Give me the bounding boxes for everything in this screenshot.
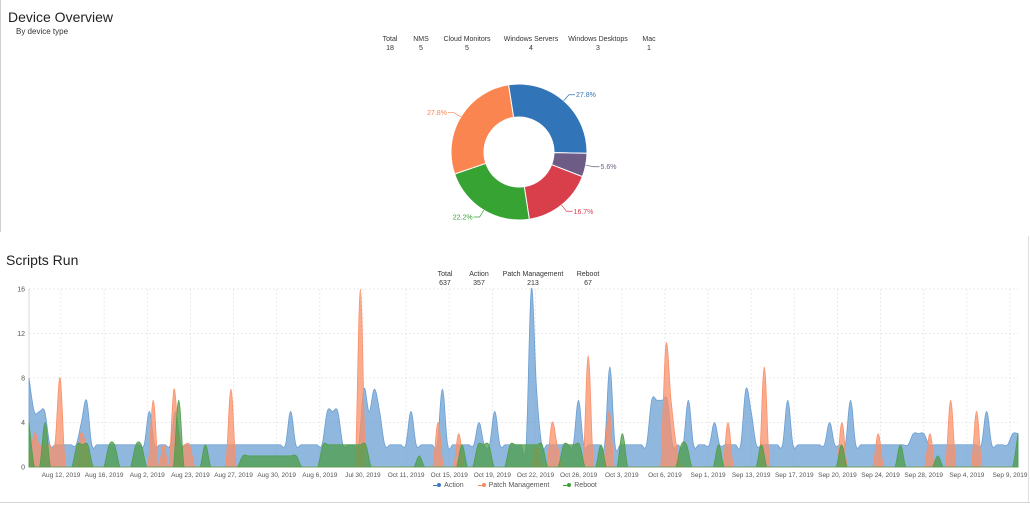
- stat-value: 67: [584, 280, 592, 287]
- stat-label: Mac: [642, 36, 656, 43]
- x-tick-label: Sep 9, 2019: [992, 472, 1027, 479]
- stat-value: 18: [386, 45, 394, 52]
- scripts-stat-total: Total 637: [438, 270, 453, 288]
- x-tick-label: Oct 19, 2019: [474, 472, 512, 479]
- legend-label-action: Action: [444, 482, 464, 489]
- x-tick-label: Oct 26, 2019: [560, 472, 598, 479]
- x-tick-label: Sep 17, 2019: [775, 472, 814, 479]
- donut-slice-label: 16.7%: [574, 209, 594, 216]
- x-tick-label: Sep 13, 2019: [732, 472, 771, 479]
- x-tick-label: Sep 24, 2019: [861, 472, 900, 479]
- x-tick-label: Sep 4, 2019: [949, 472, 984, 479]
- legend-marker-reboot: [567, 483, 572, 488]
- x-tick-label: Aug 16, 2019: [85, 472, 124, 479]
- stat-value: 213: [527, 280, 539, 287]
- x-tick-label: Sep 28, 2019: [904, 472, 943, 479]
- legend-line-reboot: [563, 484, 568, 486]
- right-border: [1028, 236, 1029, 502]
- legend-label-patch-management: Patch Management: [488, 482, 550, 489]
- y-tick-label: 4: [21, 420, 25, 427]
- stat-label: Reboot: [576, 271, 600, 278]
- stat-value: 637: [439, 280, 451, 287]
- x-tick-label: Oct 22, 2019: [517, 472, 555, 479]
- scripts-stat-action: Action 357: [469, 270, 488, 288]
- y-tick-label: 16: [17, 287, 25, 294]
- legend-item-action[interactable]: Action: [433, 482, 464, 489]
- device-stat-nms: NMS 5: [413, 35, 429, 53]
- device-stat-total: Total 18: [383, 35, 398, 53]
- device-stat-windows-servers: Windows Servers 4: [504, 35, 558, 53]
- x-tick-label: Aug 30, 2019: [257, 472, 296, 479]
- y-tick-label: 0: [21, 465, 25, 472]
- x-tick-label: Oct 6, 2019: [648, 472, 682, 479]
- scripts-run-legend: Action Patch Management Reboot: [0, 482, 1030, 489]
- stat-label: Total: [437, 271, 453, 278]
- stat-label: Windows Desktops: [568, 36, 628, 43]
- x-tick-label: Aug 23, 2019: [171, 472, 210, 479]
- scripts-run-area-chart: 0 4 8 12 16 Aug 12, 2019 Aug 16, 2019 Aug 2, 20…: [17, 287, 1028, 480]
- area-series-reboot[interactable]: [28, 399, 1019, 468]
- donut-label-leader: [585, 164, 600, 168]
- x-tick-label: Oct 11, 2019: [388, 472, 425, 479]
- stat-label: Windows Servers: [503, 36, 559, 43]
- legend-marker-patch-management: [481, 483, 486, 488]
- legend-item-patch-management[interactable]: Patch Management: [477, 482, 550, 489]
- stat-label: Action: [469, 271, 489, 278]
- donut-slice-label: 5.6%: [601, 164, 617, 171]
- x-tick-label: Sep 1, 2019: [691, 472, 726, 479]
- x-tick-label: Aug 2, 2019: [130, 472, 165, 479]
- device-overview-title: Device Overview: [8, 9, 114, 25]
- x-tick-label: Sep 20, 2019: [818, 472, 857, 479]
- donut-slice-label: 27.8%: [427, 110, 447, 117]
- stat-value: 3: [596, 45, 600, 52]
- bottom-border: [0, 502, 1030, 503]
- device-stat-mac: Mac 1: [642, 35, 655, 53]
- legend-item-reboot[interactable]: Reboot: [563, 482, 597, 489]
- scripts-run-title: Scripts Run: [6, 252, 79, 268]
- y-tick-label: 12: [17, 331, 25, 338]
- donut-label-leader: [473, 209, 485, 218]
- y-tick-label: 8: [21, 376, 25, 383]
- legend-line-patch-management: [477, 484, 482, 486]
- stat-label: Patch Management: [502, 271, 564, 278]
- donut-label-leader: [561, 204, 573, 212]
- legend-label-reboot: Reboot: [574, 482, 597, 489]
- scripts-stat-patch-management: Patch Management 213: [503, 270, 564, 288]
- x-tick-label: Oct 15, 2019: [431, 472, 469, 479]
- x-tick-label: Jul 30, 2019: [345, 472, 381, 479]
- donut-slice[interactable]: [450, 84, 515, 175]
- x-tick-label: Aug 27, 2019: [214, 472, 253, 479]
- donut-slice-label: 22.2%: [453, 214, 473, 221]
- device-type-donut-chart: 27.8% 5.6% 16.7% 22.2% 27.8%: [427, 83, 617, 221]
- legend-line-action: [433, 484, 438, 486]
- stat-label: Total: [382, 36, 398, 43]
- x-tick-label: Aug 12, 2019: [42, 472, 81, 479]
- stat-label: Cloud Monitors: [443, 36, 491, 43]
- stat-value: 357: [473, 280, 485, 287]
- donut-label-leader: [563, 94, 575, 101]
- device-stat-cloud-monitors: Cloud Monitors 5: [443, 35, 490, 53]
- stat-label: NMS: [413, 36, 429, 43]
- stat-value: 1: [647, 45, 651, 52]
- stat-value: 5: [419, 45, 423, 52]
- stat-value: 5: [465, 45, 469, 52]
- device-overview-subtitle: By device type: [16, 27, 69, 36]
- x-tick-label: Oct 3, 2019: [605, 472, 639, 479]
- left-border: [0, 0, 1, 232]
- scripts-stat-reboot: Reboot 67: [577, 270, 600, 288]
- x-tick-label: Aug 6, 2019: [302, 472, 337, 479]
- device-stat-windows-desktops: Windows Desktops 3: [568, 35, 628, 53]
- donut-slice[interactable]: [507, 83, 588, 154]
- legend-marker-action: [437, 483, 442, 488]
- area-series-action[interactable]: [28, 288, 1019, 468]
- stat-value: 4: [529, 45, 533, 52]
- donut-label-leader: [447, 112, 461, 118]
- donut-slice-label: 27.8%: [576, 92, 596, 99]
